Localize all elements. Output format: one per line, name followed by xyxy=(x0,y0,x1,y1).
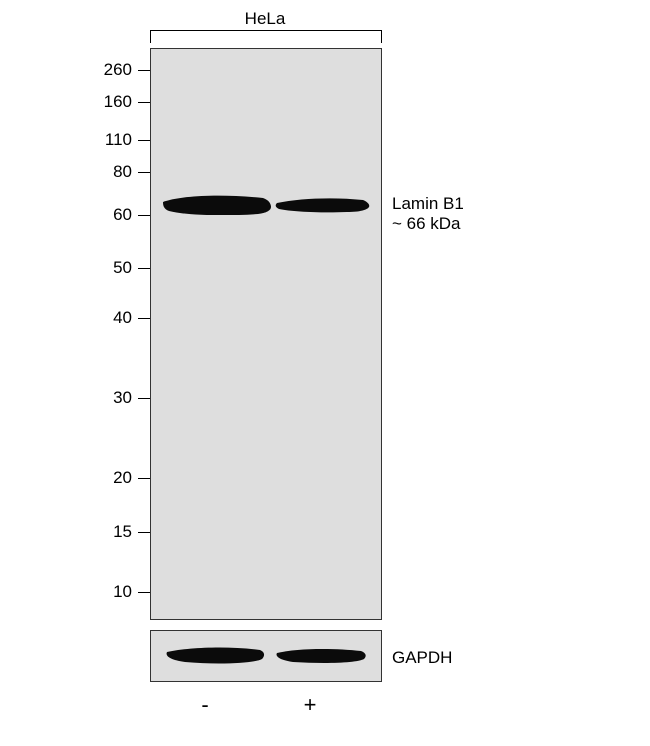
marker-tick xyxy=(138,70,150,71)
sample-header-bracket xyxy=(150,30,382,43)
marker-label: 260 xyxy=(92,60,132,80)
band-loading-0 xyxy=(165,647,265,665)
target-annotation-line2: ~ 66 kDa xyxy=(392,214,461,234)
target-annotation-line1: Lamin B1 xyxy=(392,194,464,214)
marker-tick xyxy=(138,478,150,479)
marker-label: 160 xyxy=(92,92,132,112)
marker-tick xyxy=(138,215,150,216)
marker-tick xyxy=(138,102,150,103)
marker-label: 20 xyxy=(92,468,132,488)
marker-tick xyxy=(138,592,150,593)
marker-label: 60 xyxy=(92,205,132,225)
marker-label: 110 xyxy=(92,130,132,150)
band-main-0 xyxy=(163,195,271,215)
sample-header-label: HeLa xyxy=(150,9,380,29)
lane-condition-label: - xyxy=(195,692,215,718)
marker-tick xyxy=(138,268,150,269)
lane-condition-label: + xyxy=(300,692,320,718)
marker-label: 10 xyxy=(92,582,132,602)
marker-label: 30 xyxy=(92,388,132,408)
marker-tick xyxy=(138,140,150,141)
marker-tick xyxy=(138,318,150,319)
marker-label: 80 xyxy=(92,162,132,182)
loading-annotation: GAPDH xyxy=(392,648,452,668)
marker-label: 40 xyxy=(92,308,132,328)
marker-label: 15 xyxy=(92,522,132,542)
band-main-1 xyxy=(275,197,370,213)
marker-tick xyxy=(138,172,150,173)
main-blot-panel xyxy=(150,48,382,620)
marker-tick xyxy=(138,532,150,533)
figure-container: HeLa 2601601108060504030201510 Lamin B1 … xyxy=(0,0,650,746)
band-loading-1 xyxy=(275,648,367,664)
marker-tick xyxy=(138,398,150,399)
marker-label: 50 xyxy=(92,258,132,278)
